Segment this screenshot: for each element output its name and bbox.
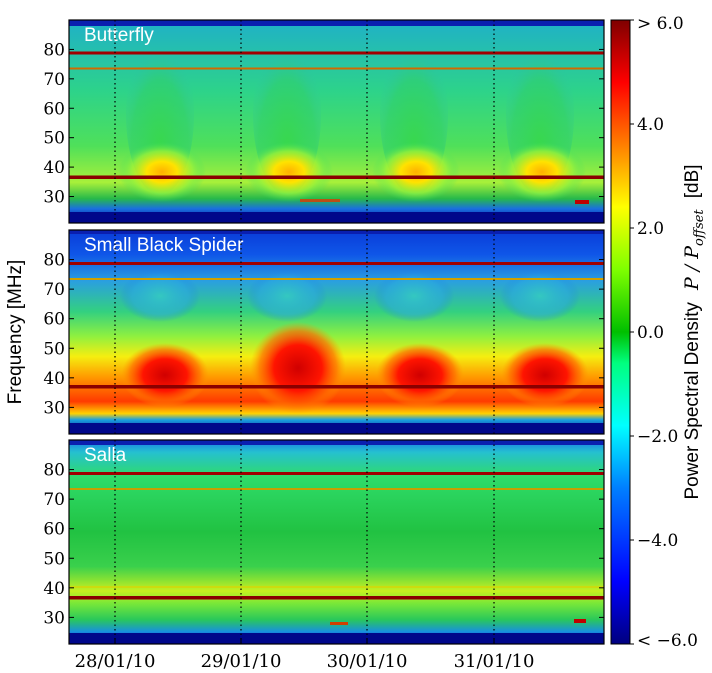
y-tick-label-1-5: 80 [43,251,65,271]
colorbar-label-math: P / P [681,245,703,291]
date-axis: 28/01/10 29/01/10 30/01/10 31/01/10 [75,638,535,672]
panel-small-black-spider: Small Black Spider [68,229,605,435]
y-tick-label-1-4: 70 [43,280,65,300]
colorbar-tick-label-6: < −6.0 [637,631,698,651]
x-tick-label-2: 30/01/10 [327,651,408,672]
y-tick-label-1-1: 40 [43,369,65,389]
colorbar-label-unit: [dB] [682,164,703,198]
colorbar-label-sub: offset [692,209,707,246]
frequency-axis-label: Frequency [MHz] [5,260,26,405]
y-tick-label-1-0: 30 [43,398,65,418]
x-tick-label-0: 28/01/10 [75,651,156,672]
colorbar-ticks: > 6.0 4.0 2.0 0.0 −2.0 −4.0 < −6.0 [630,14,698,651]
panel-title-small-black-spider: Small Black Spider [84,235,244,256]
colorbar-tick-label-4: −2.0 [637,427,678,447]
y-tick-label-0-4: 70 [43,70,65,90]
colorbar-tick-label-0: > 6.0 [637,14,684,34]
panel-title-butterfly: Butterfly [84,25,154,46]
y-tick-label-0-1: 40 [43,158,65,178]
colorbar: > 6.0 4.0 2.0 0.0 −2.0 −4.0 < −6.0 Power Spect… [610,14,708,651]
y-tick-label-1-2: 50 [43,339,65,359]
spectrogram-salla [69,440,604,644]
x-tick-label-3: 31/01/10 [454,651,535,672]
panel-salla: Salla [68,439,605,645]
colorbar-gradient [610,19,631,645]
colorbar-label-main: Power Spectral Density [682,302,703,500]
panel-title-salla: Salla [84,445,127,466]
frequency-axes: 30 40 50 60 70 80 30 40 50 60 70 80 30 40 50 60 70 80 [43,40,604,628]
y-tick-label-2-5: 80 [43,461,65,481]
colorbar-tick-label-1: 4.0 [637,115,664,135]
y-tick-label-0-3: 60 [43,99,65,119]
spectrogram-small-black-spider [69,230,604,434]
y-tick-label-2-4: 70 [43,490,65,510]
y-tick-label-2-3: 60 [43,520,65,540]
y-tick-label-0-2: 50 [43,129,65,149]
spectrogram-butterfly [69,20,604,223]
y-tick-label-2-2: 50 [43,549,65,569]
y-tick-label-0-0: 30 [43,188,65,208]
y-tick-label-1-3: 60 [43,310,65,330]
x-tick-label-1: 29/01/10 [201,651,282,672]
y-tick-label-2-1: 40 [43,579,65,599]
colorbar-tick-label-2: 2.0 [637,219,664,239]
y-tick-label-0-5: 80 [43,40,65,60]
y-tick-label-2-0: 30 [43,608,65,628]
panel-butterfly: Butterfly [68,19,605,224]
colorbar-label: Power Spectral Density P / Poffset [dB] [681,164,708,499]
colorbar-tick-label-3: 0.0 [637,323,664,343]
colorbar-tick-label-5: −4.0 [637,531,678,551]
